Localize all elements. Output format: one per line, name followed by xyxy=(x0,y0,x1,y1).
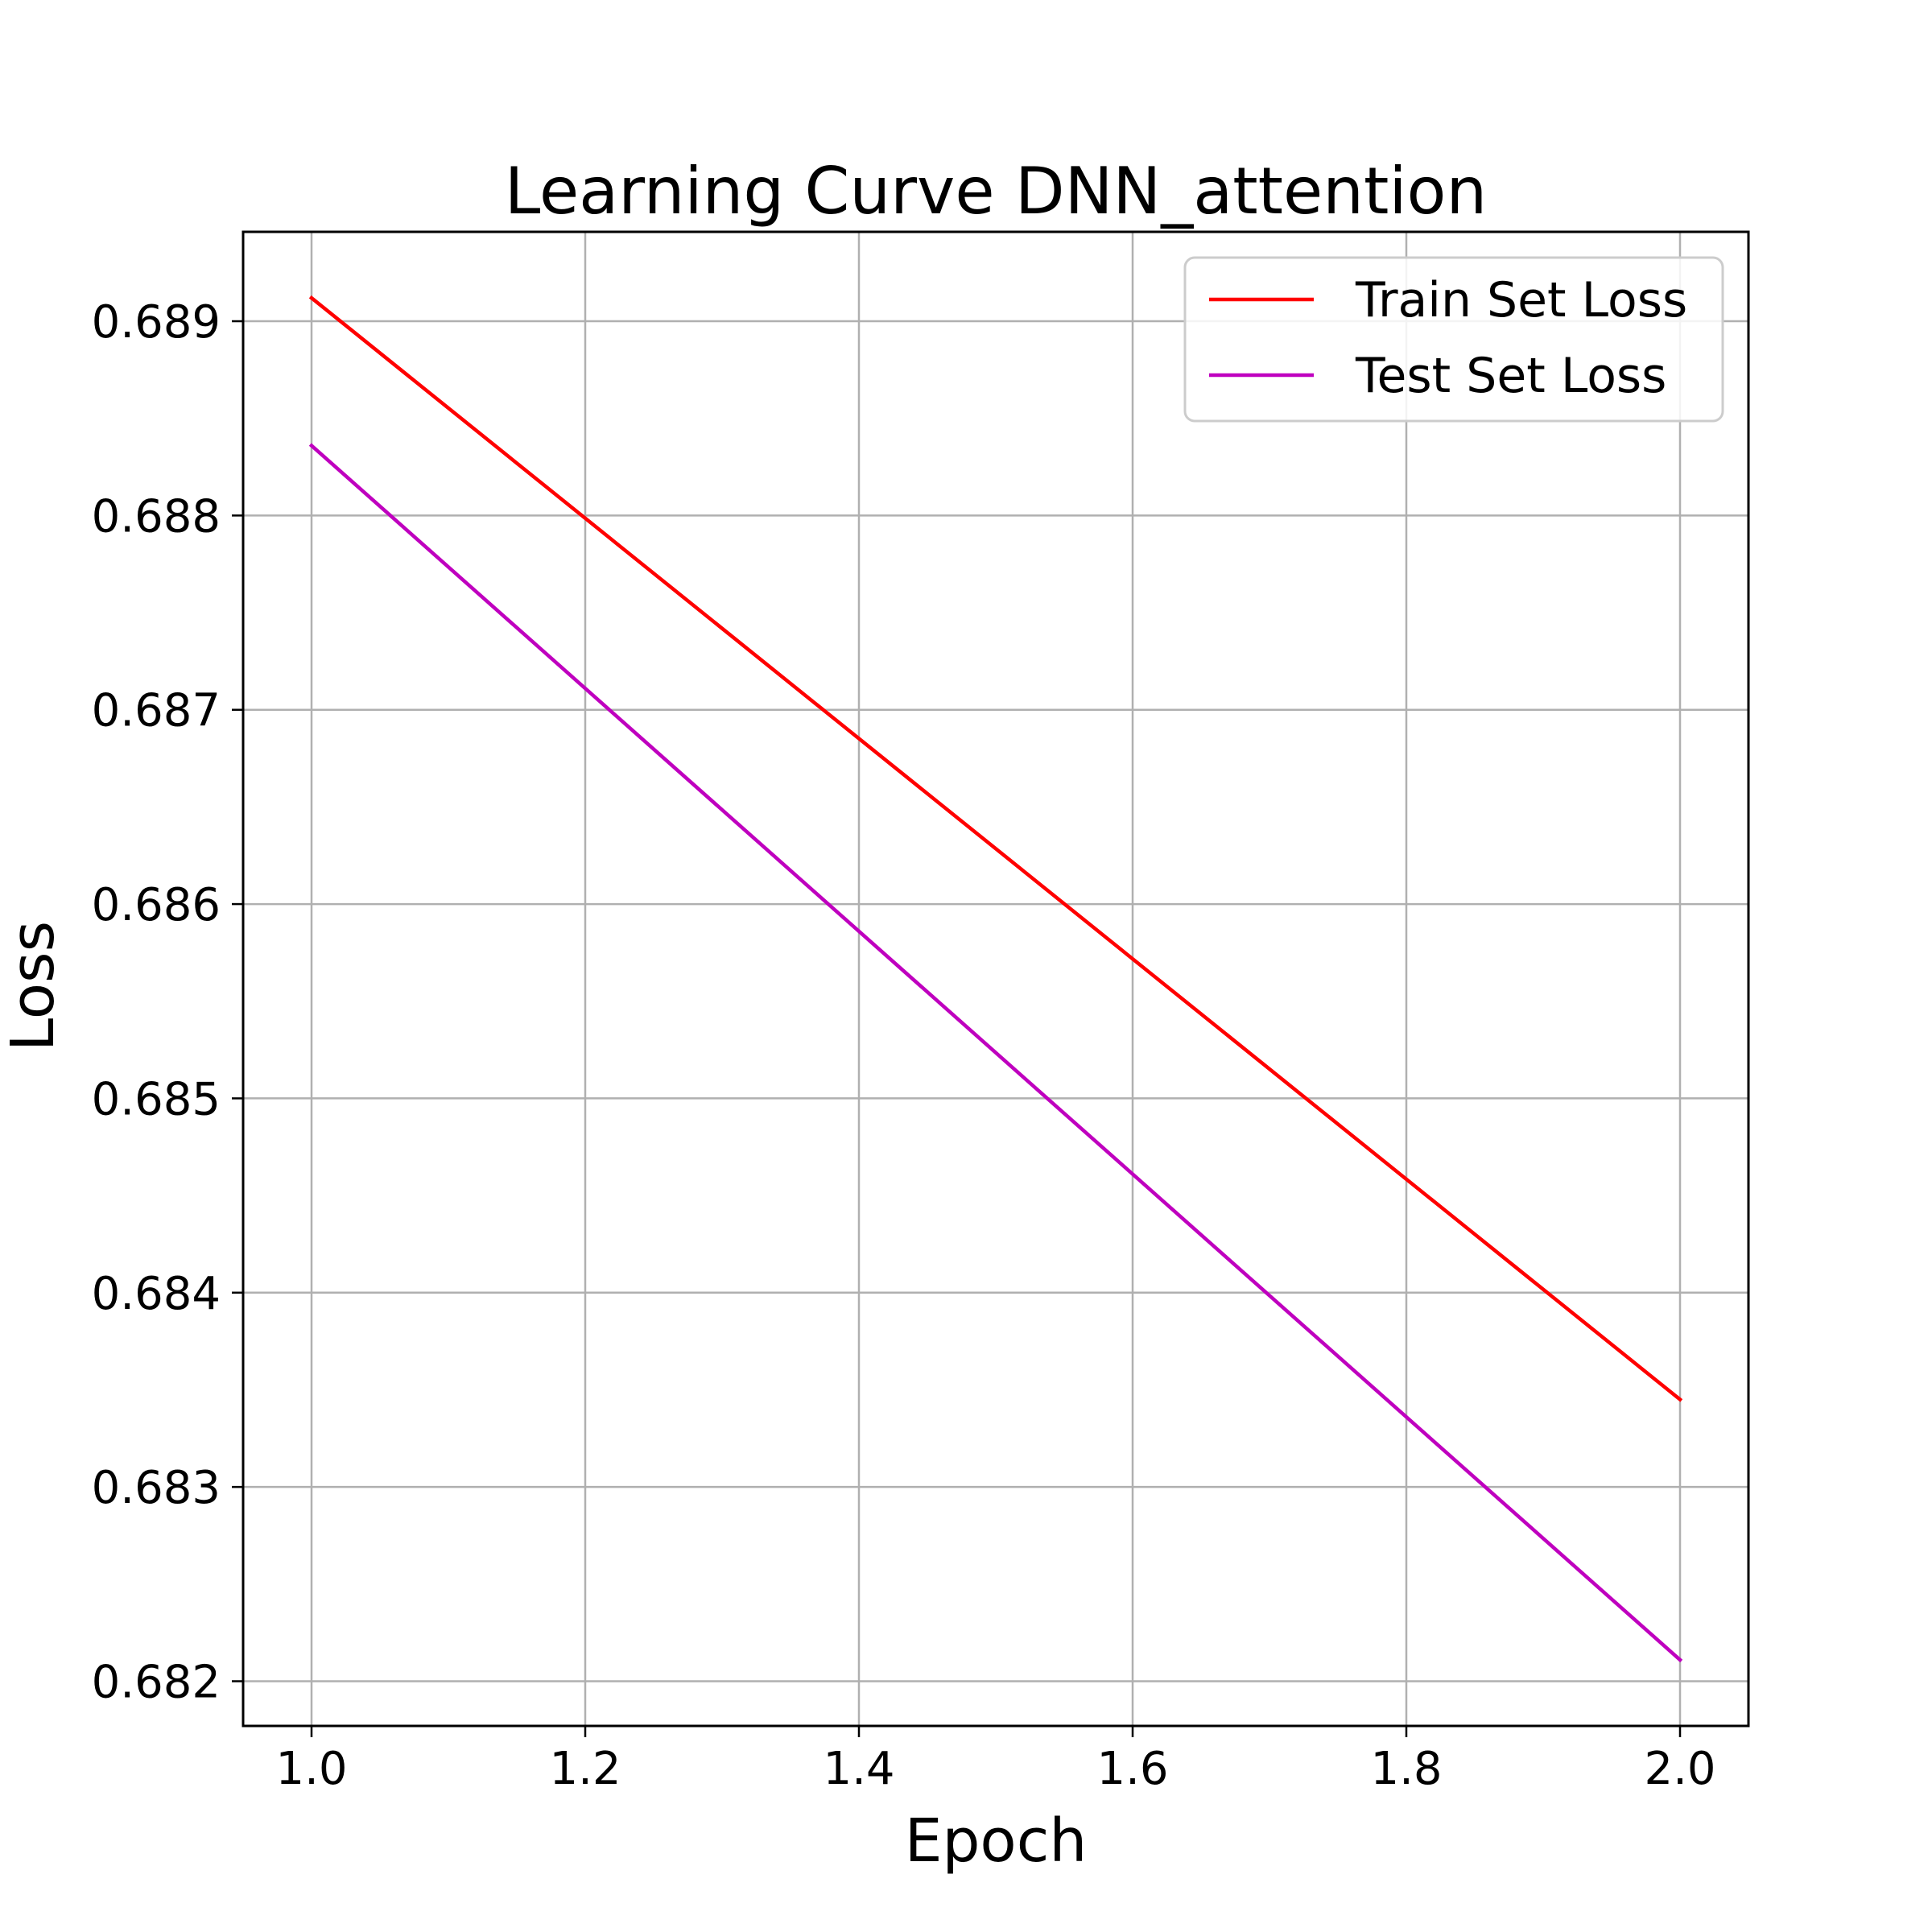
series-line-train-set-loss xyxy=(308,295,1683,1402)
x-tick-label: 1.4 xyxy=(823,1743,894,1795)
legend: Train Set Loss Test Set Loss xyxy=(1183,256,1724,423)
y-tick-label: 0.683 xyxy=(92,1462,221,1514)
chart-title: Learning Curve DNN_attention xyxy=(505,154,1487,229)
y-tick-label: 0.685 xyxy=(92,1073,221,1125)
y-tick-labels: 0.682 0.683 0.684 0.685 0.686 0.687 0.688 0.689 xyxy=(92,296,221,1708)
legend-label-train-set-loss: Train Set Loss xyxy=(1355,272,1687,328)
x-axis-label: Epoch xyxy=(905,1806,1088,1876)
x-tick-label: 1.2 xyxy=(549,1743,621,1795)
plot-area-frame xyxy=(242,230,1750,1728)
legend-entries: Train Set Loss Test Set Loss xyxy=(1209,272,1687,404)
y-tick-label: 0.687 xyxy=(92,685,221,737)
y-tick-label: 0.689 xyxy=(92,296,221,349)
x-tick-label: 1.6 xyxy=(1096,1743,1168,1795)
x-tick-label: 2.0 xyxy=(1644,1743,1715,1795)
legend-box xyxy=(1183,256,1724,423)
y-tick-label: 0.684 xyxy=(92,1268,221,1320)
y-tick-label: 0.686 xyxy=(92,879,221,931)
y-axis-label: Loss xyxy=(0,921,68,1051)
grid-lines xyxy=(243,232,1748,1726)
x-tick-label: 1.8 xyxy=(1370,1743,1442,1795)
series-lines xyxy=(308,295,1683,1663)
legend-label-test-set-loss: Test Set Loss xyxy=(1355,348,1666,404)
y-tick-label: 0.688 xyxy=(92,490,221,543)
x-tick-labels: 1.0 1.2 1.4 1.6 1.8 2.0 xyxy=(275,1743,1715,1795)
y-tick-label: 0.682 xyxy=(92,1656,221,1708)
axis-ticks xyxy=(232,320,1682,1737)
x-tick-label: 1.0 xyxy=(275,1743,347,1795)
series-line-test-set-loss xyxy=(308,443,1683,1663)
